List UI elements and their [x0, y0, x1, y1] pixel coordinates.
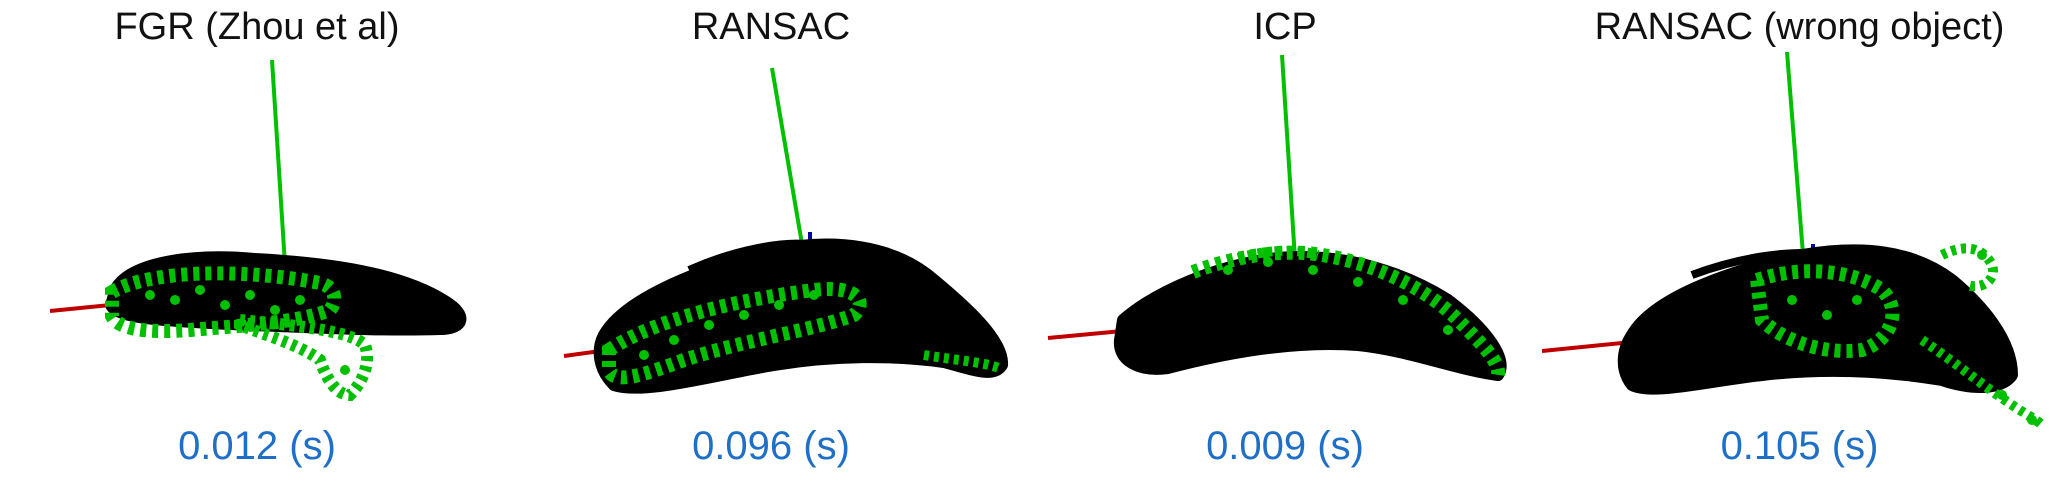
pointcloud-viz-fgr	[49, 59, 467, 402]
pointcloud-viz-ransac	[563, 67, 1008, 394]
model-pointcloud-ridges	[687, 239, 855, 304]
runtime-label: 0.105 (s)	[1720, 424, 1879, 468]
runtime-label: 0.012 (s)	[178, 424, 336, 468]
x-axis-line	[1542, 341, 1623, 353]
method-title: ICP	[1253, 6, 1317, 48]
model-pointcloud-ridges	[1690, 248, 1843, 294]
y-axis-line	[270, 59, 287, 266]
panel-ransac-wrong-object: RANSAC (wrong object) 0.105 (s)	[1542, 0, 2057, 487]
registered-pointcloud	[602, 282, 1001, 385]
panel-fgr: FGR (Zhou et al) 0.012 (s)	[0, 0, 514, 487]
panel-ransac: RANSAC 0.096 (s)	[514, 0, 1028, 487]
method-title: RANSAC	[691, 6, 851, 48]
method-title: RANSAC (wrong object)	[1594, 6, 2005, 48]
y-axis-line	[1280, 54, 1298, 276]
registered-pointcloud	[1190, 245, 1506, 377]
registered-pointcloud	[1749, 243, 2046, 429]
panel-icp: ICP 0.009 (s)	[1028, 0, 1542, 487]
runtime-label: 0.096 (s)	[692, 424, 850, 468]
method-title: FGR (Zhou et al)	[114, 6, 400, 48]
registered-pointcloud	[105, 266, 374, 402]
runtime-label: 0.009 (s)	[1206, 424, 1364, 468]
pointcloud-viz-ransac-wrong-object	[1542, 51, 2046, 429]
model-pointcloud	[1113, 251, 1507, 381]
pointcloud-viz-icp	[1047, 54, 1507, 381]
